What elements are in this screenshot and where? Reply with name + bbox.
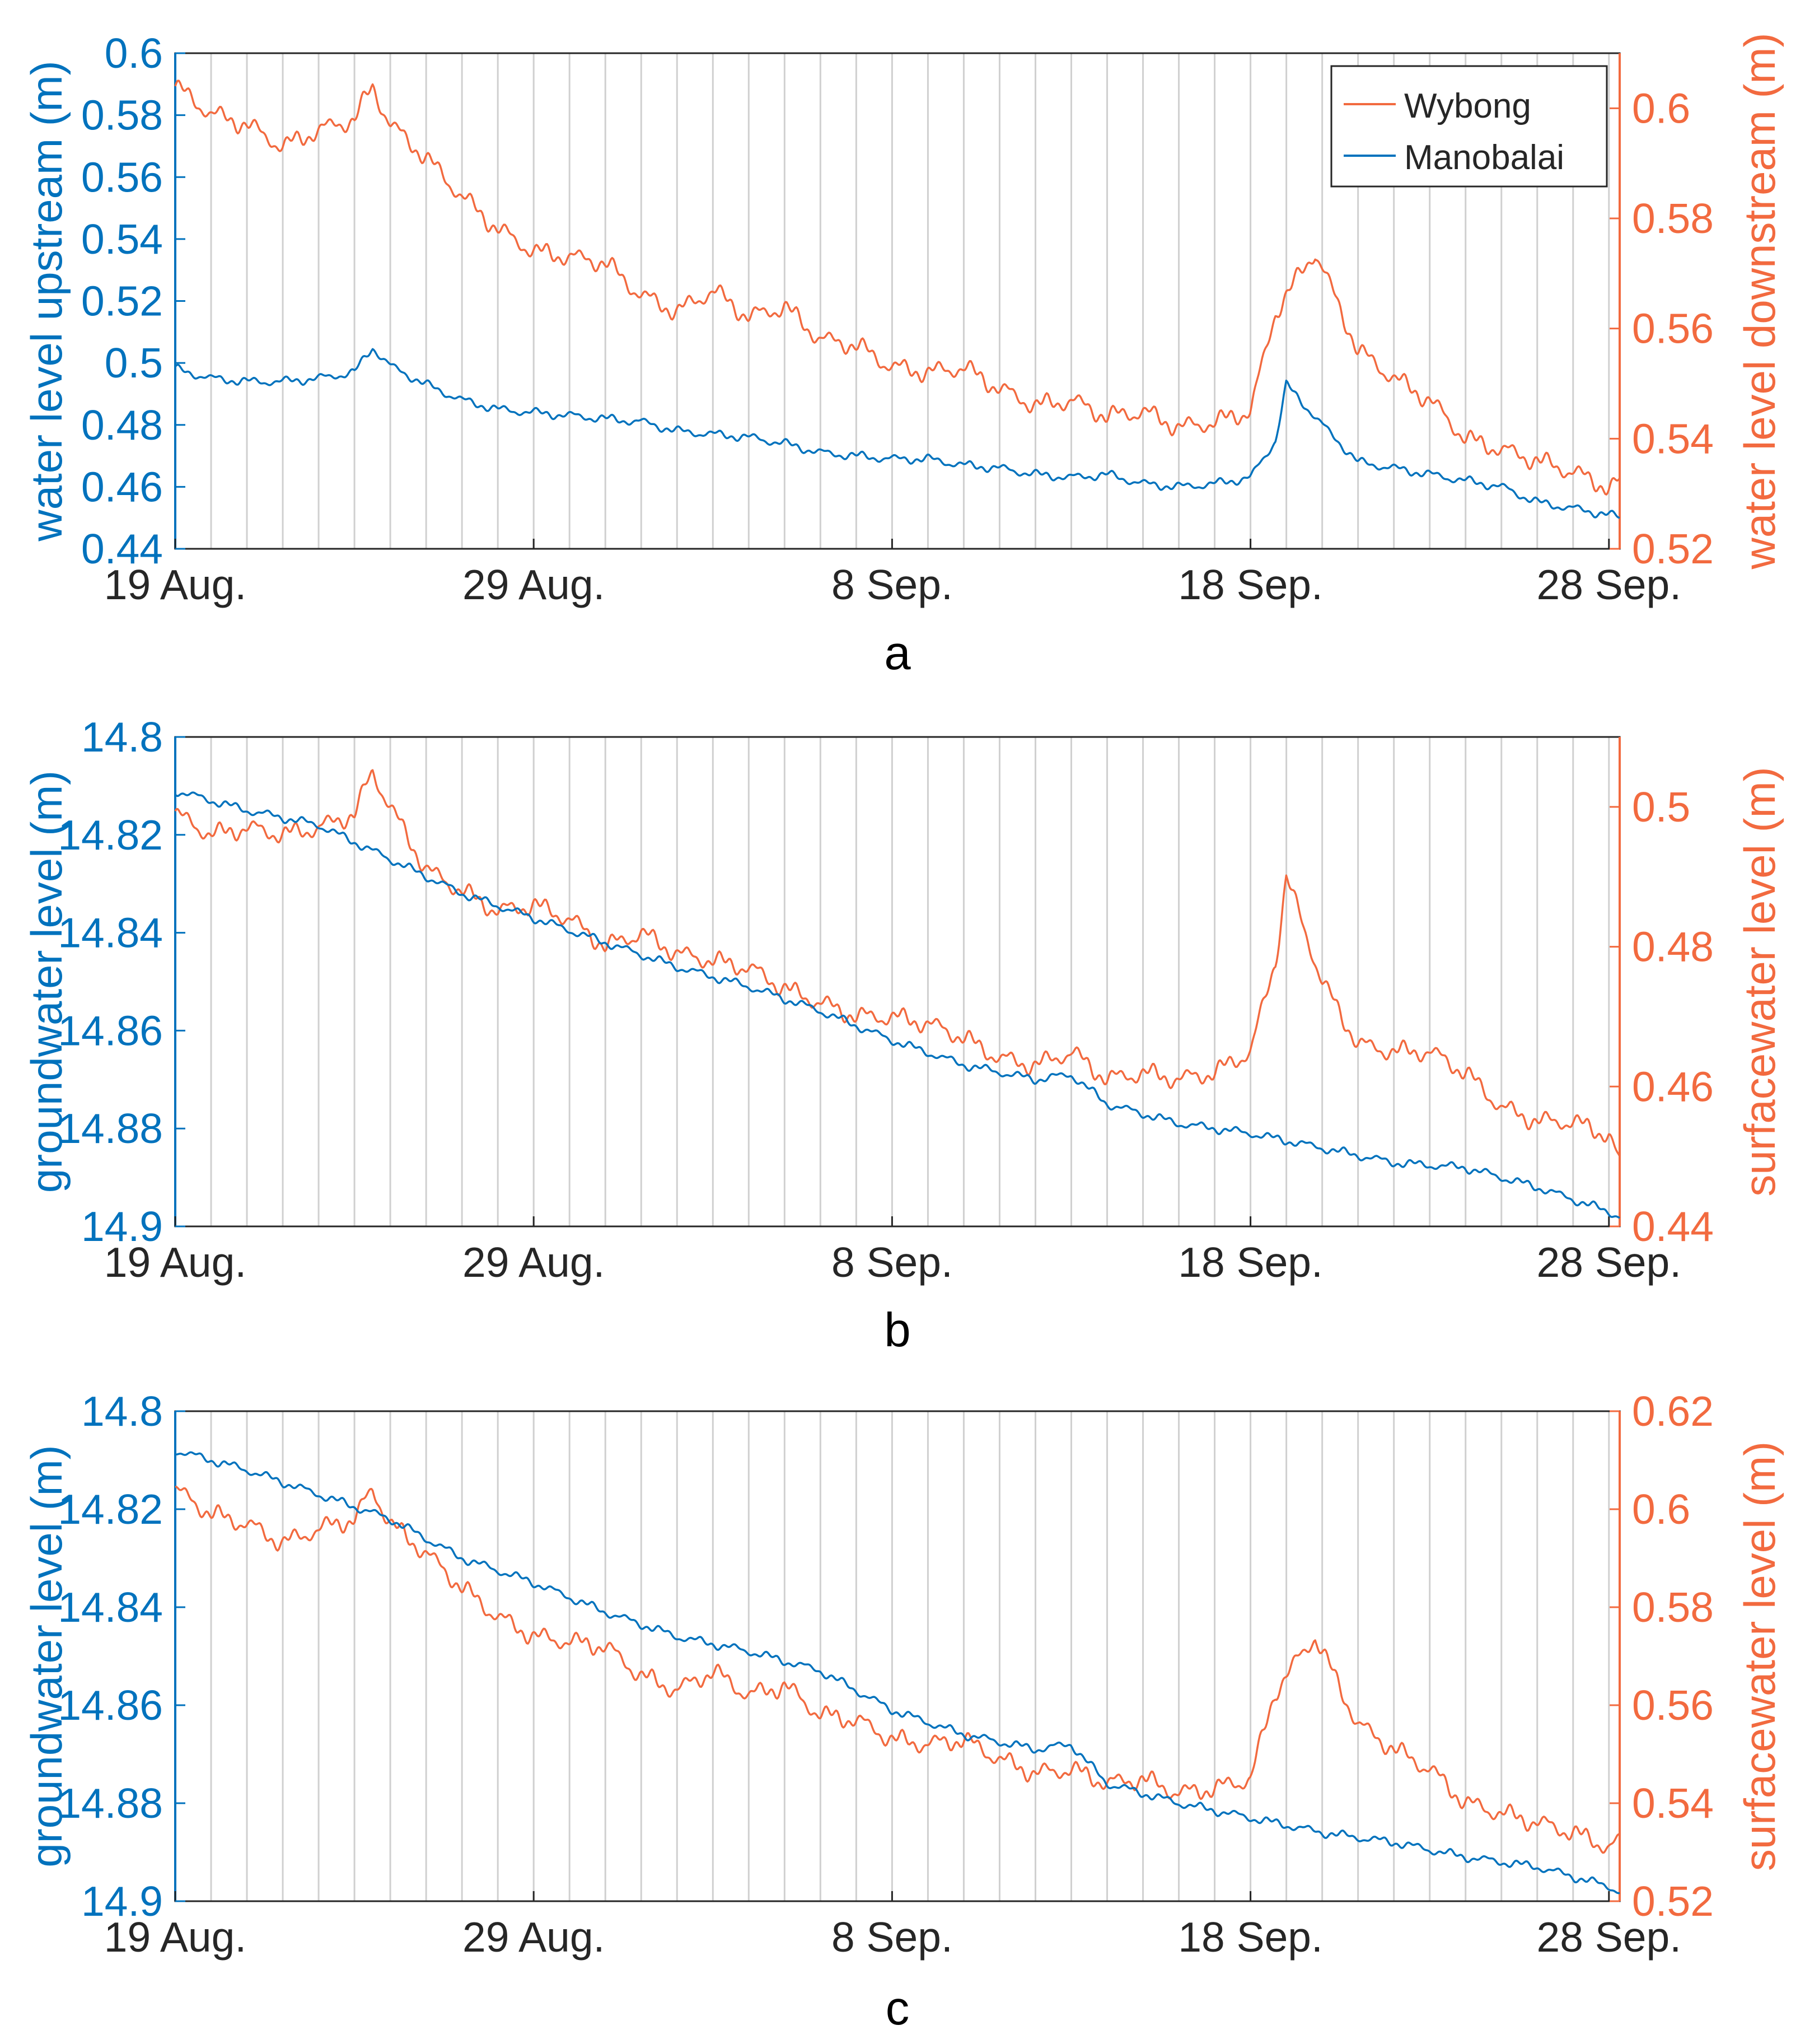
y-left-tick-label: 14.82: [58, 811, 163, 858]
y-left-axis-title: groundwater level (m): [22, 1445, 71, 1867]
panel-label: a: [884, 627, 911, 680]
y-right-tick-label: 0.54: [1632, 1780, 1714, 1827]
y-left-tick-label: 0.56: [81, 153, 163, 200]
series-line-manobalai: [174, 791, 1620, 1219]
plot-frame: [174, 736, 1621, 1228]
legend-box: [1330, 65, 1608, 188]
y-right-tick-label: 0.52: [1632, 525, 1714, 572]
series-line-wybong: [175, 1485, 1620, 1854]
y-right-tick-label: 0.5: [1632, 783, 1690, 830]
series-line-wybong: [174, 769, 1621, 1157]
y-left-tick-label: 14.9: [81, 1203, 163, 1250]
y-left-tick-label: 0.58: [81, 92, 163, 139]
legend: Wybong Manobalai: [1330, 65, 1608, 188]
y-left-tick-label: 14.86: [58, 1682, 163, 1729]
plot-frame: [174, 1410, 1621, 1902]
x-tick-label: 18 Sep.: [1178, 1239, 1323, 1286]
legend-label: Wybong: [1404, 87, 1531, 125]
x-tick-label: 19 Aug.: [104, 1239, 246, 1286]
y-right-tick-label: 0.6: [1632, 85, 1690, 132]
y-left-tick-label: 0.5: [105, 339, 163, 386]
y-left-tick-label: 14.84: [58, 1584, 163, 1631]
x-tick-label: 18 Sep.: [1178, 1914, 1323, 1961]
x-tick-label: 28 Sep.: [1537, 561, 1682, 608]
panel-a: 19 Aug. 29 Aug. 8 Sep. 18 Sep. 28 Sep. 0.44 0.…: [22, 30, 1784, 680]
legend-label: Manobalai: [1404, 138, 1564, 177]
y-left-tick-label: 0.52: [81, 278, 163, 325]
x-tick-label: 19 Aug.: [104, 561, 246, 608]
x-tick-label: 18 Sep.: [1178, 561, 1323, 608]
x-tick-label: 8 Sep.: [831, 1239, 953, 1286]
y-right-axis-title: surfacewater level (m): [1735, 767, 1784, 1196]
panel-b: 19 Aug. 29 Aug. 8 Sep. 18 Sep. 28 Sep. 14.8 14…: [22, 713, 1784, 1357]
x-tick-label: 29 Aug.: [462, 561, 605, 608]
y-left-tick-label: 14.9: [81, 1878, 163, 1925]
y-right-tick-label: 0.6: [1632, 1486, 1690, 1533]
y-right-tick-label: 0.54: [1632, 415, 1714, 462]
y-right-tick-label: 0.56: [1632, 305, 1714, 352]
series-line-manobalai: [174, 348, 1620, 519]
y-left-tick-label: 14.8: [81, 1388, 163, 1435]
y-left-tick-label: 0.44: [81, 525, 163, 572]
y-right-tick-label: 0.52: [1632, 1878, 1714, 1925]
series-line-wybong: [174, 80, 1621, 496]
y-right-tick-label: 0.44: [1632, 1203, 1714, 1250]
y-left-tick-label: 0.6: [105, 30, 163, 77]
y-right-tick-label: 0.62: [1632, 1388, 1714, 1435]
y-left-tick-label: 0.48: [81, 402, 163, 449]
panel-label: b: [884, 1304, 910, 1357]
y-left-tick-label: 14.8: [81, 713, 163, 760]
y-right-tick-label: 0.56: [1632, 1682, 1714, 1729]
series-line-manobalai: [175, 1451, 1620, 1894]
y-right-axis-title: surfacewater level (m): [1735, 1441, 1784, 1871]
y-left-tick-label: 14.88: [58, 1780, 163, 1827]
x-tick-label: 8 Sep.: [831, 1914, 953, 1961]
y-left-tick-label: 0.46: [81, 463, 163, 510]
x-tick-label: 28 Sep.: [1537, 1914, 1682, 1961]
y-right-tick-label: 0.48: [1632, 923, 1714, 970]
y-left-tick-label: 14.84: [58, 909, 163, 956]
x-tick-label: 19 Aug.: [104, 1914, 246, 1961]
vertical-gridlines: [210, 1411, 1610, 1901]
x-tick-label: 29 Aug.: [462, 1239, 605, 1286]
panel-label: c: [886, 1982, 910, 2035]
y-left-axis-title: groundwater level (m): [22, 771, 71, 1193]
x-tick-label: 29 Aug.: [462, 1914, 605, 1961]
vertical-gridlines: [210, 737, 1610, 1226]
x-tick-label: 28 Sep.: [1537, 1239, 1682, 1286]
y-left-axis-title: water level upstream (m): [22, 60, 71, 542]
x-tick-label: 8 Sep.: [831, 561, 953, 608]
y-left-tick-label: 0.54: [81, 216, 163, 263]
y-left-tick-label: 14.82: [58, 1486, 163, 1533]
panel-c: 19 Aug. 29 Aug. 8 Sep. 18 Sep. 28 Sep. 14.8 14…: [22, 1388, 1784, 2035]
y-left-tick-label: 14.86: [58, 1007, 163, 1054]
y-right-tick-label: 0.46: [1632, 1063, 1714, 1110]
y-right-axis-title: water level downstream (m): [1735, 33, 1784, 570]
y-right-tick-label: 0.58: [1632, 195, 1714, 242]
y-right-tick-label: 0.58: [1632, 1584, 1714, 1631]
y-left-tick-label: 14.88: [58, 1105, 163, 1152]
